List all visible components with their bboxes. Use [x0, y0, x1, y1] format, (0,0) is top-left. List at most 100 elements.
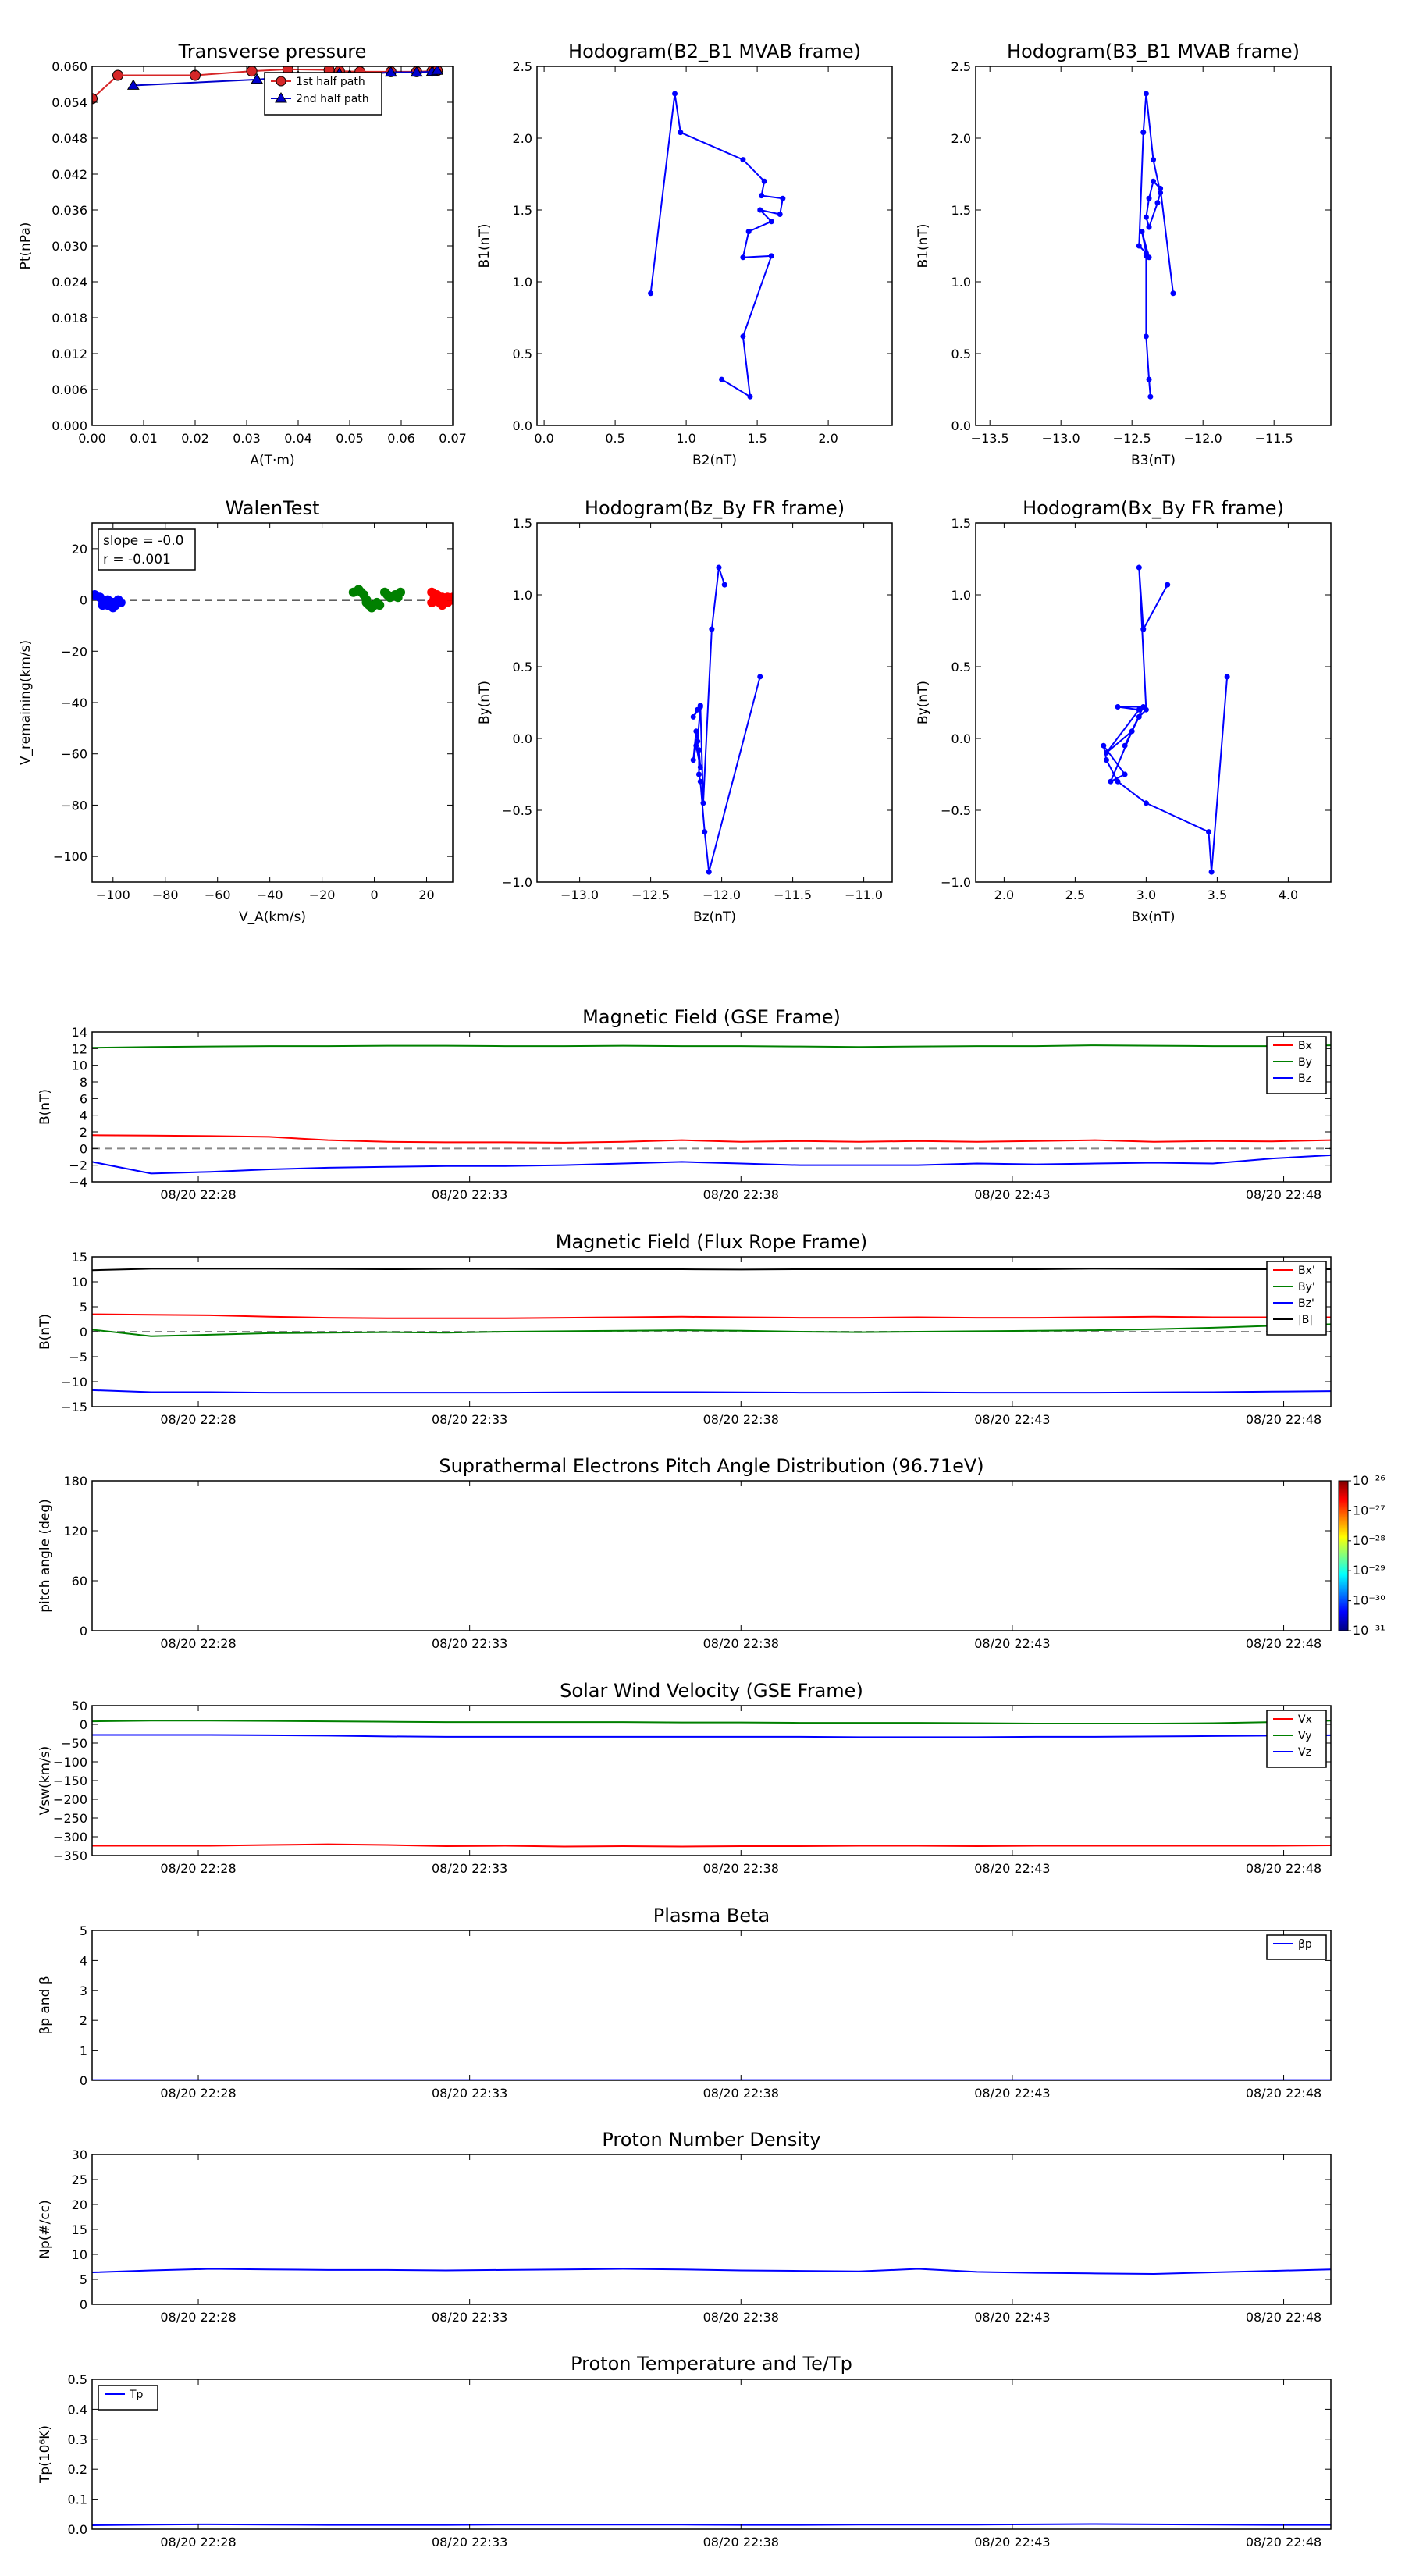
y-tick-label: 0.030	[52, 239, 87, 254]
data-point	[1139, 229, 1145, 235]
y-tick-label: 0	[80, 1624, 87, 1638]
y-tick-label: −250	[53, 1811, 87, 1826]
y-tick-label: 0.0	[951, 418, 971, 433]
series-line	[692, 567, 761, 873]
axes-frame	[91, 1031, 1332, 1183]
data-point	[369, 600, 379, 610]
data-point	[702, 829, 708, 835]
plot-area	[92, 1044, 1331, 1175]
data-point	[1154, 200, 1161, 206]
x-tick-label: 08/20 22:28	[160, 1636, 236, 1651]
chart-title: Proton Temperature and Te/Tp	[571, 2353, 852, 2375]
data-point	[1158, 190, 1164, 196]
x-tick-label: 0.07	[439, 431, 467, 446]
axes-frame	[536, 522, 893, 883]
y-tick-label: 2.0	[513, 131, 532, 146]
y-tick-label: 50	[72, 1699, 87, 1713]
y-tick-label: 4	[80, 1953, 87, 1968]
y-axis-label: Vsw(km/s)	[37, 1746, 53, 1816]
y-tick-label: −40	[61, 696, 87, 710]
axes-frame	[91, 66, 454, 426]
colorbar	[1338, 1480, 1349, 1631]
x-tick-label: 08/20 22:43	[974, 1861, 1050, 1876]
chart-title: Magnetic Field (Flux Rope Frame)	[556, 1231, 867, 1253]
series-line	[649, 93, 784, 399]
legend-marker	[275, 92, 287, 103]
x-tick-label: 0.5	[605, 431, 624, 446]
y-tick-label: 2.0	[951, 131, 971, 146]
x-tick-label: 1.0	[676, 431, 695, 446]
data-point	[777, 212, 783, 218]
y-tick-label: 0.000	[52, 418, 87, 433]
series-by	[92, 1044, 1331, 1049]
legend: Bx By Bz	[1266, 1036, 1327, 1094]
y-tick-label: 0.5	[951, 660, 971, 674]
data-point	[1115, 778, 1121, 785]
series-line	[92, 1268, 1331, 1272]
y-tick-label: 0.4	[68, 2402, 87, 2417]
x-tick-label: 08/20 22:48	[1246, 2310, 1321, 2325]
colorbar-label: 10⁻²⁷	[1353, 1503, 1385, 1517]
data-point	[92, 93, 98, 105]
data-point	[1115, 704, 1121, 710]
legend-label: Tp	[129, 2389, 144, 2401]
y-axis-label: Tp(10⁶K)	[37, 2425, 53, 2484]
legend-marker	[276, 76, 286, 87]
x-tick-label: 08/20 22:33	[432, 1187, 507, 1202]
data-point	[1143, 253, 1149, 259]
legend-label: By'	[1298, 1281, 1315, 1293]
data-point	[1208, 869, 1215, 875]
chart-title: Hodogram(Bx_By FR frame)	[1023, 497, 1284, 519]
x-tick-label: 2.5	[1065, 888, 1085, 902]
data-point	[678, 130, 684, 136]
data-point	[672, 91, 678, 97]
axes-frame	[91, 1930, 1332, 2081]
series-line	[1102, 567, 1229, 873]
y-tick-label: −20	[61, 644, 87, 659]
data-point	[697, 764, 703, 770]
legend-label: βp	[1298, 1938, 1312, 1951]
solar-wind-velocity-chart: Solar Wind Velocity (GSE Frame) 08/20 22:…	[37, 1680, 1332, 1876]
y-tick-label: 15	[72, 2222, 87, 2237]
series-0	[690, 564, 763, 875]
data-point	[1165, 582, 1171, 588]
series-tp	[92, 2523, 1331, 2527]
y-tick-label: 2.5	[951, 59, 971, 74]
data-point	[1101, 742, 1107, 749]
data-point	[697, 703, 703, 709]
y-tick-label: 0.5	[513, 347, 532, 361]
data-point	[1136, 243, 1142, 249]
x-tick-label: 08/20 22:28	[160, 1412, 236, 1427]
data-point	[700, 800, 706, 806]
y-tick-label: 6	[80, 1091, 87, 1106]
x-tick-label: 1.5	[747, 431, 767, 446]
y-tick-label: 0	[80, 2297, 87, 2312]
data-point	[384, 66, 397, 77]
y-tick-label: 0.5	[513, 660, 532, 674]
data-point	[1147, 393, 1154, 400]
x-tick-label: 08/20 22:28	[160, 2310, 236, 2325]
data-point	[747, 393, 753, 400]
series-line	[92, 1720, 1331, 1725]
x-tick-label: 08/20 22:43	[974, 1412, 1050, 1427]
x-tick-label: −100	[96, 888, 130, 902]
y-tick-label: 14	[72, 1025, 87, 1040]
y-tick-label: 0.018	[52, 311, 87, 326]
series-line	[92, 1734, 1331, 1738]
y-tick-label: −10	[61, 1375, 87, 1389]
x-tick-label: 08/20 22:33	[432, 1412, 507, 1427]
axes-frame	[975, 66, 1332, 426]
x-axis-label: Bz(nT)	[693, 909, 736, 925]
y-tick-label: 1	[80, 2044, 87, 2058]
y-axis-label: By(nT)	[916, 681, 931, 724]
legend-label: Bz	[1298, 1073, 1311, 1085]
legend-box	[1266, 1934, 1327, 1960]
data-point	[1146, 195, 1152, 201]
x-tick-label: −12.0	[1184, 431, 1222, 446]
y-tick-label: 1.5	[951, 203, 971, 218]
data-point	[757, 674, 763, 680]
data-point	[740, 333, 746, 340]
series-line	[92, 1389, 1331, 1394]
series-line	[92, 1323, 1331, 1337]
